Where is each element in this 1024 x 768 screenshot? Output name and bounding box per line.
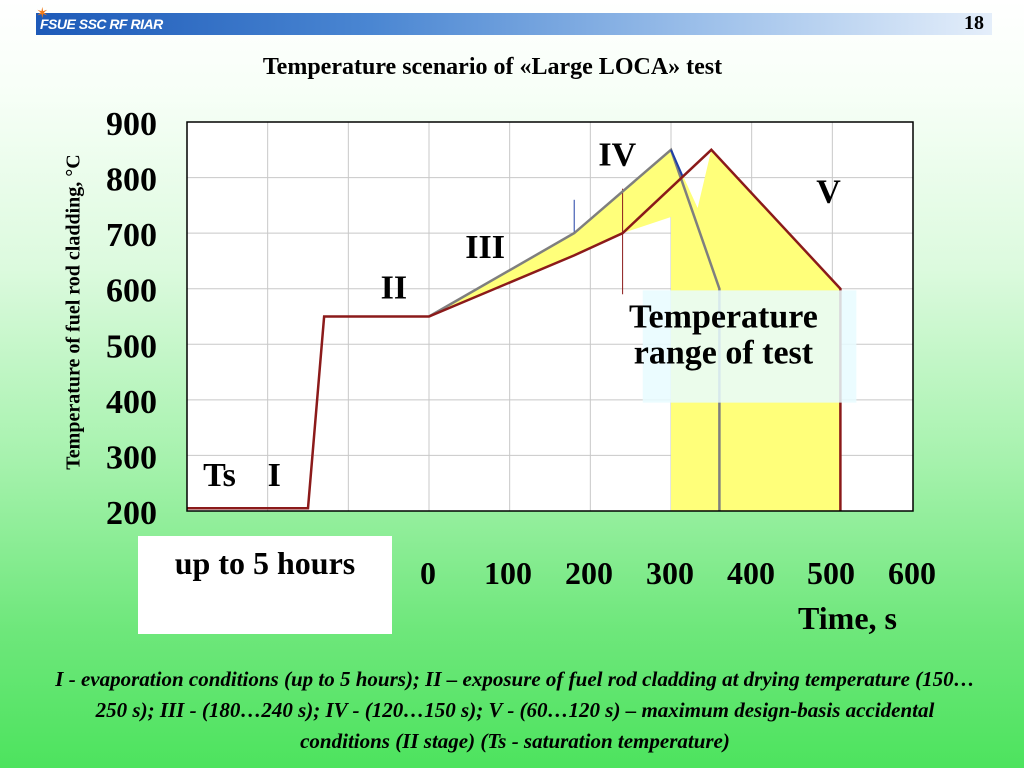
y-tick-label: 800 <box>106 162 157 199</box>
star-icon: ✶ <box>36 4 49 22</box>
y-tick-label: 200 <box>106 495 157 532</box>
x-tick-label: 600 <box>888 555 936 591</box>
page-number: 18 <box>964 12 984 34</box>
series-line-lower <box>187 148 842 511</box>
stage-markers <box>573 188 624 295</box>
stage-label: II <box>381 270 407 307</box>
hours-label: up to 5 hours <box>174 545 356 581</box>
header-bar <box>36 13 992 35</box>
stage-band-fill <box>429 149 698 317</box>
y-axis-label: Temperature of fuel rod cladding, °C <box>62 154 85 470</box>
annotation-text: range of test <box>634 335 814 372</box>
stage-label: Ts <box>203 457 236 494</box>
x-tick-label: 100 <box>484 555 532 591</box>
x-tick-label: 500 <box>807 555 855 591</box>
y-tick-label: 500 <box>106 328 157 365</box>
org-logo: FSUE SSC RF RIAR <box>40 16 163 32</box>
plot-frame <box>186 121 914 512</box>
annotation-background <box>642 290 857 403</box>
chart-title: Temperature scenario of «Large LOCA» tes… <box>262 54 723 80</box>
x-tick-label: 200 <box>565 555 613 591</box>
y-tick-label: 300 <box>106 439 157 476</box>
x-tick-label: 400 <box>727 555 775 591</box>
stage-label: I <box>268 457 281 494</box>
hours-box <box>138 536 392 634</box>
y-tick-label: 400 <box>106 384 157 421</box>
y-ticks: 900 800 700 600 500 400 300 200 <box>106 106 157 532</box>
x-tick-label: 300 <box>646 555 694 591</box>
y-tick-label: 600 <box>106 273 157 310</box>
annotation-box <box>642 290 857 403</box>
y-tick-label: 900 <box>106 106 157 143</box>
x-tick-label: 0 <box>420 555 436 591</box>
x-axis-label: Time, s <box>798 600 897 636</box>
caption: I - evaporation conditions (up to 5 hour… <box>55 667 975 753</box>
stage-label: III <box>465 229 505 266</box>
stage-label: IV <box>598 136 636 173</box>
stage-label: V <box>816 174 841 211</box>
x-ticks: 0 100 200 300 400 500 600 <box>420 555 936 591</box>
annotation-text: Temperature <box>629 299 818 336</box>
y-tick-label: 700 <box>106 217 157 254</box>
series-line-peak-segment <box>670 149 685 178</box>
